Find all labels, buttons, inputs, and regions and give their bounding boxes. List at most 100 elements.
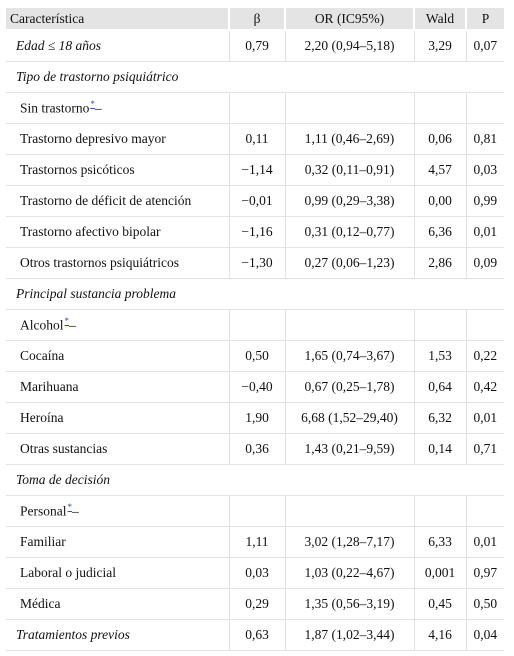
table-row: Tratamientos previos 0,63 1,87 (1,02–3,44)… [6, 619, 504, 651]
header-beta: β [228, 8, 285, 31]
or-cell: 1,03 (0,22–4,67) [284, 557, 414, 589]
p-cell: 0,71 [465, 433, 504, 465]
wald-cell: 0,14 [413, 433, 466, 465]
section-label: Tipo de trastorno psiquiátrico [6, 61, 504, 93]
beta-cell: −1,16 [228, 216, 285, 248]
table-row: Marihuana −0,40 0,67 (0,25–1,78) 0,64 0,42 [6, 371, 504, 403]
p-cell: 0,01 [465, 216, 504, 248]
row-label: Trastorno de déficit de atención [6, 185, 229, 217]
section-row: Principal sustancia problema [6, 278, 504, 310]
footnote-link[interactable]: * [64, 316, 70, 327]
footnote-link[interactable]: * [90, 99, 95, 110]
row-label: Trastorno depresivo mayor [6, 123, 229, 155]
row-label: Trastorno afectivo bipolar [6, 216, 229, 248]
row-label: Heroína [6, 402, 229, 434]
beta-cell: 0,11 [228, 123, 285, 155]
empty-cell [413, 309, 466, 341]
empty-cell [284, 92, 414, 124]
wald-cell: 4,57 [413, 154, 466, 186]
empty-cell [413, 495, 466, 527]
empty-cell [413, 92, 466, 124]
row-label: Sin trastorno*– [6, 92, 229, 124]
or-cell: 3,02 (1,28–7,17) [284, 526, 414, 558]
reference-dash: – [94, 100, 102, 116]
p-cell: 0,50 [465, 588, 504, 620]
section-label: Principal sustancia problema [6, 278, 504, 310]
row-label: Familiar [6, 526, 229, 558]
wald-cell: 0,001 [413, 557, 466, 589]
results-table: Característica β OR (IC95%) Wald P Edad … [6, 8, 504, 651]
reference-row: Alcohol*– [6, 309, 504, 341]
reference-category: Sin trastorno [20, 100, 90, 116]
row-label: Alcohol*– [6, 309, 229, 341]
beta-cell: −0,40 [228, 371, 285, 403]
footnote-link[interactable]: * [67, 502, 73, 513]
row-label: Tratamientos previos [6, 619, 229, 651]
wald-cell: 6,33 [413, 526, 466, 558]
table-row: Cocaína 0,50 1,65 (0,74–3,67) 1,53 0,22 [6, 340, 504, 372]
p-cell: 0,03 [465, 154, 504, 186]
empty-cell [228, 309, 285, 341]
beta-cell: 0,79 [228, 30, 285, 62]
or-cell: 0,27 (0,06–1,23) [284, 247, 414, 279]
wald-cell: 3,29 [413, 30, 466, 62]
or-cell: 0,31 (0,12–0,77) [284, 216, 414, 248]
reference-dash: – [69, 317, 76, 333]
or-cell: 0,67 (0,25–1,78) [284, 371, 414, 403]
empty-cell [284, 309, 414, 341]
p-cell: 0,09 [465, 247, 504, 279]
reference-category: Personal [20, 503, 67, 519]
table-row: Edad ≤ 18 años 0,79 2,20 (0,94–5,18) 3,29 0,… [6, 30, 504, 62]
p-cell: 0,42 [465, 371, 504, 403]
beta-cell: 0,50 [228, 340, 285, 372]
p-cell: 0,07 [465, 30, 504, 62]
table-row: Otras sustancias 0,36 1,43 (0,21–9,59) 0,14… [6, 433, 504, 465]
header-wald: Wald [413, 8, 466, 31]
wald-cell: 4,16 [413, 619, 466, 651]
row-label: Cocaína [6, 340, 229, 372]
table-row: Médica 0,29 1,35 (0,56–3,19) 0,45 0,50 [6, 588, 504, 620]
table-body: Edad ≤ 18 años 0,79 2,20 (0,94–5,18) 3,29 0,… [6, 30, 504, 651]
p-cell: 0,97 [465, 557, 504, 589]
p-cell: 0,99 [465, 185, 504, 217]
beta-cell: 0,63 [228, 619, 285, 651]
p-cell: 0,22 [465, 340, 504, 372]
wald-cell: 0,64 [413, 371, 466, 403]
p-cell: 0,01 [465, 526, 504, 558]
beta-cell: −0,01 [228, 185, 285, 217]
header-row: Característica β OR (IC95%) Wald P [6, 8, 504, 31]
row-label: Otros trastornos psiquiátricos [6, 247, 229, 279]
table-row: Familiar 1,11 3,02 (1,28–7,17) 6,33 0,01 [6, 526, 504, 558]
empty-cell [465, 92, 504, 124]
beta-cell: 1,90 [228, 402, 285, 434]
beta-cell: 0,03 [228, 557, 285, 589]
section-row: Tipo de trastorno psiquiátrico [6, 61, 504, 93]
wald-cell: 6,36 [413, 216, 466, 248]
table-row: Laboral o judicial 0,03 1,03 (0,22–4,67) 0,… [6, 557, 504, 589]
header-or: OR (IC95%) [284, 8, 414, 31]
or-cell: 0,32 (0,11–0,91) [284, 154, 414, 186]
wald-cell: 6,32 [413, 402, 466, 434]
beta-cell: 0,29 [228, 588, 285, 620]
reference-category: Alcohol [20, 317, 64, 333]
reference-row: Personal*– [6, 495, 504, 527]
beta-cell: −1,14 [228, 154, 285, 186]
empty-cell [284, 495, 414, 527]
wald-cell: 0,00 [413, 185, 466, 217]
reference-row: Sin trastorno*– [6, 92, 504, 124]
empty-cell [228, 92, 285, 124]
wald-cell: 2,86 [413, 247, 466, 279]
empty-cell [465, 495, 504, 527]
or-cell: 0,99 (0,29–3,38) [284, 185, 414, 217]
row-label: Marihuana [6, 371, 229, 403]
or-cell: 1,11 (0,46–2,69) [284, 123, 414, 155]
or-cell: 6,68 (1,52–29,40) [284, 402, 414, 434]
or-cell: 1,43 (0,21–9,59) [284, 433, 414, 465]
wald-cell: 1,53 [413, 340, 466, 372]
beta-cell: 1,11 [228, 526, 285, 558]
table-row: Trastorno depresivo mayor 0,11 1,11 (0,46–… [6, 123, 504, 155]
wald-cell: 0,45 [413, 588, 466, 620]
row-label: Médica [6, 588, 229, 620]
empty-cell [465, 309, 504, 341]
or-cell: 1,35 (0,56–3,19) [284, 588, 414, 620]
